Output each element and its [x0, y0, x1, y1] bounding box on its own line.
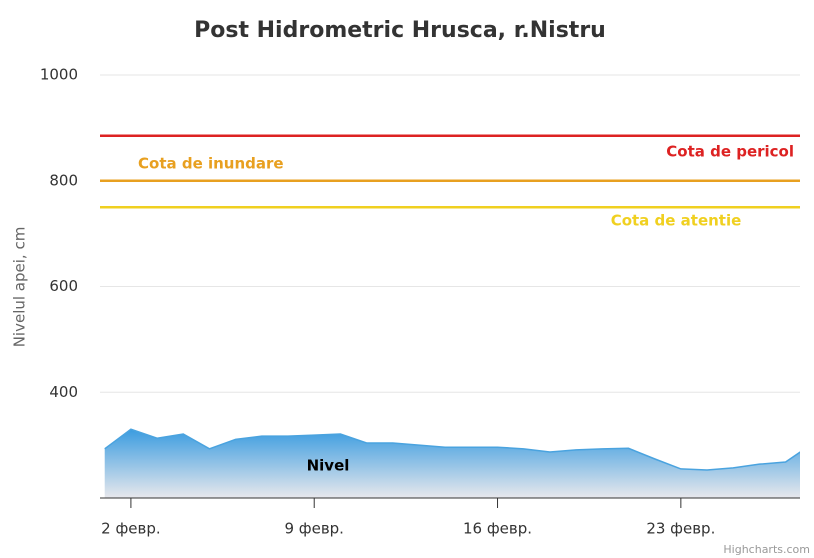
y-tick-label: 400: [49, 383, 78, 401]
plot-line-label: Cota de inundare: [138, 154, 284, 172]
credits[interactable]: Highcharts.com: [723, 543, 810, 556]
area-line: [104, 428, 800, 471]
y-tick-label: 600: [49, 277, 78, 295]
chart-title: Post Hidrometric Hrusca, r.Nistru: [194, 18, 606, 43]
x-tick-label: 2 февр.: [101, 520, 161, 538]
x-tick-label: 9 февр.: [284, 520, 344, 538]
x-tick-label: 16 февр.: [463, 520, 532, 538]
y-tick-label: 1000: [40, 66, 78, 84]
plot-line-label: Cota de pericol: [666, 142, 794, 160]
x-tick-label: 23 февр.: [646, 520, 715, 538]
plot-group: [104, 428, 800, 498]
area-fill: [104, 429, 800, 498]
series-label: Nivel: [307, 457, 350, 475]
y-tick-label: 800: [49, 171, 78, 189]
plot-line-label: Cota de atentie: [611, 212, 742, 230]
y-axis-title: Nivelul apei, cm: [11, 227, 29, 348]
